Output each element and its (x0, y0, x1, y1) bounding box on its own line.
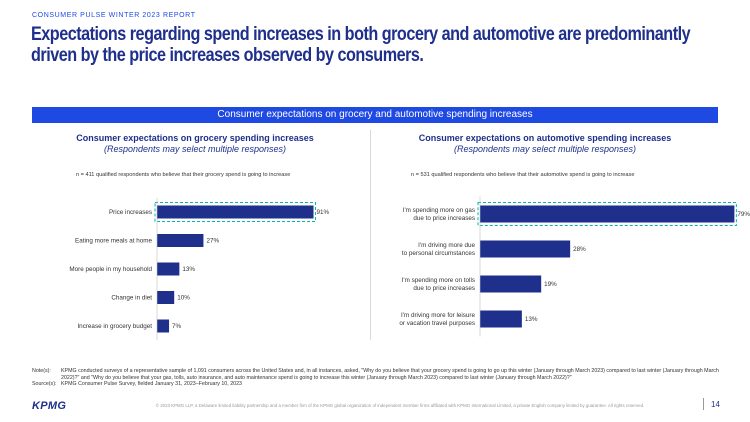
automotive-bar (480, 310, 522, 328)
automotive-chart-title: Consumer expectations on automotive spen… (395, 133, 695, 155)
grocery-category-label: Increase in grocery budget (77, 323, 152, 330)
notes-line-2: through March 2022)?" and "Why do you be… (61, 368, 719, 381)
notes-label: Note(s): (32, 368, 51, 374)
report-label: CONSUMER PULSE WINTER 2023 REPORT (32, 12, 196, 19)
automotive-bar (480, 240, 571, 258)
notes-line-1: KPMG conducted surveys of a representati… (61, 368, 684, 374)
source-label: Source(s): (32, 381, 57, 387)
grocery-chart-subtitle: (Respondents may select multiple respons… (103, 144, 287, 154)
grocery-category-label: More people in my household (69, 266, 152, 273)
grocery-value-label: 91% (317, 209, 330, 216)
kpmg-logo: KPMG (32, 400, 67, 412)
grocery-bar (157, 234, 204, 247)
grocery-bar-chart: Price increases 91% Eating more meals at h… (69, 197, 330, 341)
source-text: KPMG Consumer Pulse Survey, fielded Janu… (61, 381, 242, 387)
automotive-value-label: 13% (525, 316, 538, 323)
copyright-text: © 2023 KPMG LLP, a Delaware limited liab… (155, 403, 645, 408)
page-title-line-2: driven by the price increases observed b… (31, 44, 424, 66)
automotive-value-label: 79% (737, 211, 750, 218)
automotive-category-label: I'm spending more on tolls due to price i… (402, 277, 475, 292)
automotive-highlight-box (477, 202, 737, 226)
grocery-category-label: Price increases (109, 209, 152, 216)
page-number: 14 (711, 400, 720, 409)
notes-text: KPMG conducted surveys of a representati… (61, 368, 722, 381)
page-number-divider (703, 398, 704, 410)
grocery-bar (157, 319, 170, 333)
grocery-chart-title-main: Consumer expectations on grocery spendin… (76, 133, 314, 143)
automotive-bar-chart: I'm spending more on gas due to price inc… (399, 196, 750, 337)
grocery-value-label: 10% (177, 295, 190, 302)
notes-row: Note(s): KPMG conducted surveys of a rep… (32, 368, 722, 381)
grocery-category-label: Eating more meals at home (75, 238, 152, 245)
page-title: Expectations regarding spend increases i… (31, 24, 691, 66)
automotive-chart-subtitle: (Respondents may select multiple respons… (453, 144, 637, 154)
automotive-category-label: I'm driving more due to personal circumst… (402, 242, 476, 257)
automotive-value-label: 28% (573, 246, 586, 253)
grocery-value-label: 7% (172, 323, 182, 330)
automotive-category-label: I'm driving more for leisure or vacation … (399, 312, 475, 327)
automotive-chart-title-main: Consumer expectations on automotive spen… (418, 133, 672, 143)
grocery-bar (157, 291, 175, 304)
footnotes: Note(s): KPMG conducted surveys of a rep… (32, 368, 722, 388)
grocery-bar (157, 205, 314, 219)
grocery-highlight-box (154, 202, 317, 222)
automotive-category-label: I'm spending more on gas due to price inc… (403, 207, 475, 222)
source-row: Source(s): KPMG Consumer Pulse Survey, f… (32, 381, 722, 388)
automotive-bar (480, 205, 735, 223)
grocery-bar (157, 262, 180, 276)
grocery-sample-note: n = 411 qualified respondents who believ… (76, 172, 291, 178)
grocery-chart-title: Consumer expectations on grocery spendin… (45, 133, 345, 155)
panel-divider (370, 130, 371, 340)
grocery-value-label: 13% (182, 266, 195, 273)
grocery-value-label: 27% (206, 238, 219, 245)
automotive-bar (480, 275, 542, 293)
grocery-category-label: Change in diet (111, 295, 152, 302)
page-title-line-1: Expectations regarding spend increases i… (31, 23, 691, 45)
section-banner: Consumer expectations on grocery and aut… (32, 107, 718, 123)
automotive-sample-note: n = 531 qualified respondents who believ… (411, 172, 635, 178)
automotive-value-label: 19% (544, 281, 557, 288)
